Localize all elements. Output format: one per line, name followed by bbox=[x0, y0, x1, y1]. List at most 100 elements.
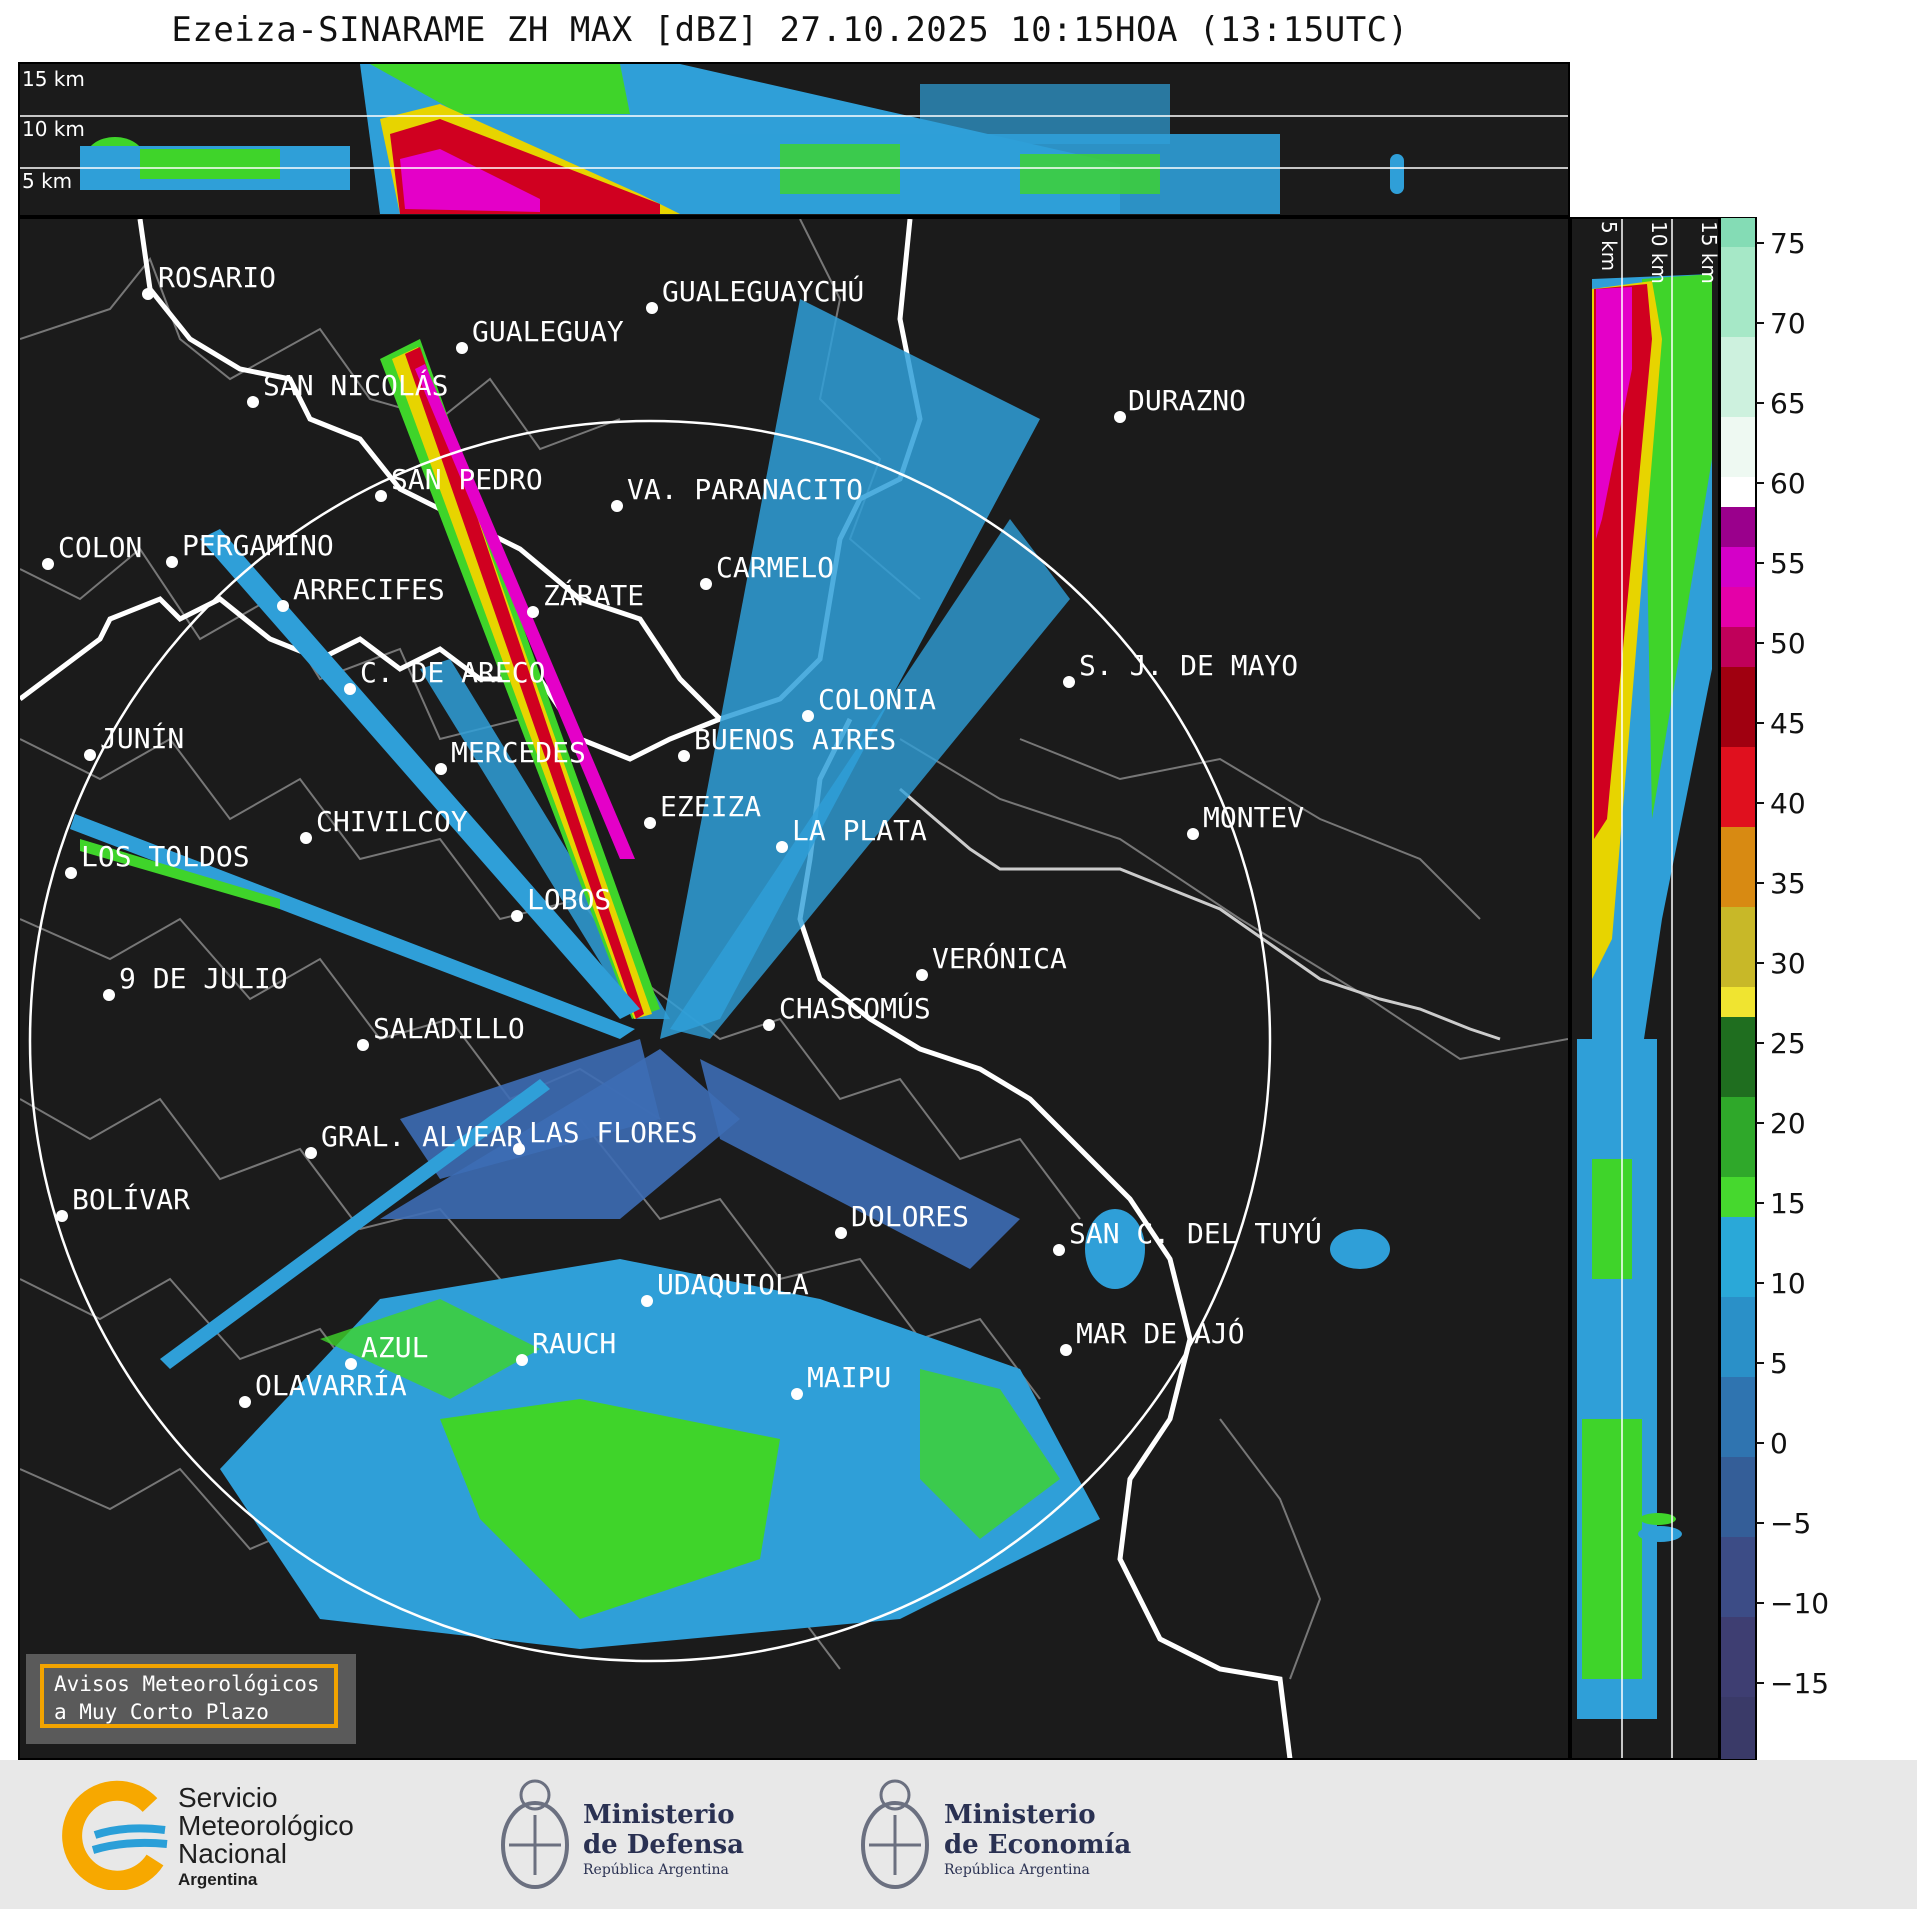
city-label: CARMELO bbox=[716, 551, 834, 584]
aviso-box[interactable]: Avisos Meteorológicos a Muy Corto Plazo bbox=[40, 1664, 338, 1728]
city-label: MONTEV bbox=[1203, 801, 1304, 834]
defensa-line2: de Defensa bbox=[583, 1830, 744, 1860]
radar-map: ROSARIO GUALEGUAYCHÚ GUALEGUAY SAN NICOL… bbox=[18, 217, 1570, 1760]
city-dot-gualeguay bbox=[456, 342, 468, 354]
city-dot-pergamino bbox=[166, 556, 178, 568]
city-dot-azul bbox=[345, 1358, 357, 1370]
city-dot-c-de-areco bbox=[344, 683, 356, 695]
city-dot-mar-de-ajo bbox=[1060, 1344, 1072, 1356]
colorbar-tick: 35 bbox=[1770, 867, 1806, 900]
colorbar-tick-labels: 75 70 65 60 55 50 45 40 35 30 25 20 15 1… bbox=[1770, 227, 1829, 1700]
city-dot-va-paranacito bbox=[611, 500, 623, 512]
city-dot-lobos bbox=[511, 910, 523, 922]
echo bbox=[1390, 154, 1404, 194]
city-label: ARRECIFES bbox=[293, 573, 445, 606]
city-label: MERCEDES bbox=[451, 736, 586, 769]
colorbar-tick: −15 bbox=[1770, 1667, 1829, 1700]
city-dot-bolivar bbox=[56, 1210, 68, 1222]
city-label: LA PLATA bbox=[792, 814, 927, 847]
chart-title: Ezeiza-SINARAME ZH MAX [dBZ] 27.10.2025 … bbox=[171, 10, 1409, 50]
city-label: AZUL bbox=[361, 1331, 428, 1364]
smn-logo-icon bbox=[62, 1780, 168, 1890]
city-dot-san-nicolas bbox=[247, 396, 259, 408]
colorbar-tick: 45 bbox=[1770, 707, 1806, 740]
city-label: MAR DE AJÓ bbox=[1076, 1316, 1245, 1350]
colorbar-tick: −5 bbox=[1770, 1507, 1811, 1540]
colorbar-tick: 20 bbox=[1770, 1107, 1806, 1140]
colorbar-tick: 50 bbox=[1770, 627, 1806, 660]
city-label: VERÓNICA bbox=[932, 941, 1067, 975]
city-label: LAS FLORES bbox=[529, 1116, 698, 1149]
smn-line3: Nacional bbox=[178, 1838, 287, 1869]
aviso-overlay[interactable]: Avisos Meteorológicos a Muy Corto Plazo bbox=[26, 1654, 356, 1744]
city-dot-las-flores bbox=[513, 1143, 525, 1155]
city-dot-rosario bbox=[142, 288, 154, 300]
city-dot-maipu bbox=[791, 1388, 803, 1400]
colorbar-tick: 55 bbox=[1770, 547, 1806, 580]
city-label: GUALEGUAY bbox=[472, 315, 624, 348]
vertical-profile-top: 15 km 10 km 5 km bbox=[18, 62, 1570, 217]
city-label: SAN C. DEL TUYÚ bbox=[1069, 1216, 1322, 1250]
colorbar-tick: 0 bbox=[1770, 1427, 1788, 1460]
city-dot-junin bbox=[84, 749, 96, 761]
echo bbox=[920, 84, 1170, 144]
city-dot-saladillo bbox=[357, 1039, 369, 1051]
city-label: COLONIA bbox=[818, 683, 936, 716]
echo bbox=[400, 149, 540, 212]
city-dot-mercedes bbox=[435, 763, 447, 775]
colorbar-segments bbox=[1720, 217, 1756, 1760]
city-dot-zarate bbox=[527, 606, 539, 618]
city-dot-dolores bbox=[835, 1227, 847, 1239]
city-label: CHIVILCOY bbox=[316, 805, 468, 838]
city-label: DURAZNO bbox=[1128, 384, 1246, 417]
echo bbox=[140, 149, 280, 179]
echo bbox=[1642, 274, 1712, 819]
city-label: VA. PARANACITO bbox=[627, 473, 863, 506]
city-dot-9-de-julio bbox=[103, 989, 115, 1001]
radar-map-svg: ROSARIO GUALEGUAYCHÚ GUALEGUAY SAN NICOL… bbox=[20, 219, 1568, 1758]
city-label: ROSARIO bbox=[158, 261, 276, 294]
parana-upper-river bbox=[137, 219, 722, 721]
argentina-shield-icon bbox=[501, 1779, 569, 1889]
city-label: SAN PEDRO bbox=[391, 463, 543, 496]
colorbar: 75 70 65 60 55 50 45 40 35 30 25 20 15 1… bbox=[1720, 217, 1829, 1760]
colorbar-tick-marks bbox=[1756, 242, 1764, 1684]
aviso-line2: a Muy Corto Plazo bbox=[54, 1700, 269, 1724]
echo bbox=[780, 144, 900, 194]
footer-logos: Servicio Meteorológico Nacional Argentin… bbox=[0, 1760, 1917, 1909]
colorbar-tick: 5 bbox=[1770, 1347, 1788, 1380]
side-height-label-10km: 10 km bbox=[1647, 221, 1671, 284]
economia-line2: de Economía bbox=[944, 1830, 1132, 1860]
city-dot-arrecifes bbox=[277, 600, 289, 612]
city-label: PERGAMINO bbox=[182, 529, 334, 562]
city-label: MAIPU bbox=[807, 1361, 891, 1394]
city-markers bbox=[42, 288, 1199, 1408]
city-label: BUENOS AIRES bbox=[694, 723, 896, 756]
colorbar-tick: −10 bbox=[1770, 1587, 1829, 1620]
side-profile-svg: 5 km 10 km 15 km bbox=[1572, 219, 1718, 1758]
city-dot-udaquiola bbox=[641, 1295, 653, 1307]
city-label: GRAL. ALVEAR bbox=[321, 1120, 523, 1153]
city-label: C. DE ARECO bbox=[360, 656, 545, 689]
city-dot-colonia bbox=[802, 710, 814, 722]
echo bbox=[1640, 1513, 1676, 1525]
city-dot-chascomus bbox=[763, 1019, 775, 1031]
colorbar-tick: 40 bbox=[1770, 787, 1806, 820]
height-label-15km: 15 km bbox=[22, 67, 85, 91]
city-label: JUNÍN bbox=[100, 721, 184, 755]
colorbar-tick: 25 bbox=[1770, 1027, 1806, 1060]
city-dot-colon bbox=[42, 558, 54, 570]
city-label: EZEIZA bbox=[660, 790, 761, 823]
economia-line3: República Argentina bbox=[944, 1862, 1090, 1878]
city-label: SALADILLO bbox=[373, 1012, 525, 1045]
city-dot-rauch bbox=[516, 1354, 528, 1366]
echo bbox=[1638, 1526, 1682, 1542]
city-dot-gral-alvear bbox=[305, 1147, 317, 1159]
city-label: GUALEGUAYCHÚ bbox=[662, 274, 864, 308]
colorbar-tick: 65 bbox=[1770, 387, 1806, 420]
smn-line2: Meteorológico bbox=[178, 1810, 354, 1841]
city-dot-buenos-aires bbox=[678, 750, 690, 762]
city-label: CHASCOMÚS bbox=[779, 991, 931, 1025]
city-label: LOS TOLDOS bbox=[81, 840, 250, 873]
city-dot-los-toldos bbox=[65, 867, 77, 879]
